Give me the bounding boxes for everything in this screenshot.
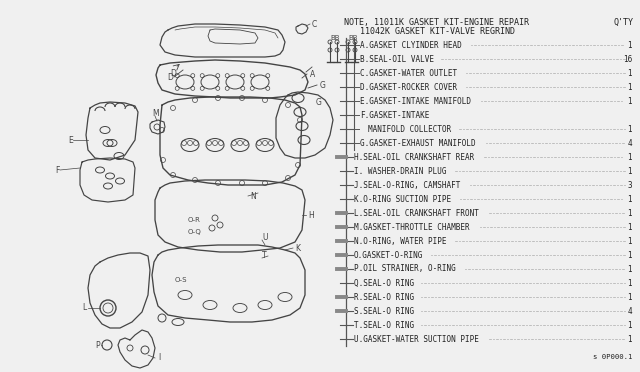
- Text: T: T: [262, 251, 267, 260]
- Text: 1: 1: [627, 237, 632, 246]
- Text: 1: 1: [627, 279, 632, 288]
- Text: 16: 16: [623, 55, 632, 64]
- Text: B.SEAL-OIL VALVE: B.SEAL-OIL VALVE: [360, 55, 434, 64]
- Text: A.GASKET CLYINDER HEAD: A.GASKET CLYINDER HEAD: [360, 41, 461, 49]
- Text: NOTE, 11011K GASKET KIT-ENGINE REPAIR: NOTE, 11011K GASKET KIT-ENGINE REPAIR: [344, 18, 529, 27]
- Text: P.OIL STRAINER, O-RING: P.OIL STRAINER, O-RING: [354, 264, 456, 273]
- Text: F.GASKET-INTAKE: F.GASKET-INTAKE: [360, 110, 429, 119]
- Text: U.GASKET-WATER SUCTION PIPE: U.GASKET-WATER SUCTION PIPE: [354, 334, 479, 343]
- Text: 1: 1: [627, 167, 632, 176]
- Text: 1: 1: [627, 83, 632, 92]
- Text: S.SEAL-O RING: S.SEAL-O RING: [354, 307, 414, 315]
- Text: 1: 1: [627, 264, 632, 273]
- Text: 4: 4: [627, 138, 632, 148]
- Text: L.SEAL-OIL CRANKSHAFT FRONT: L.SEAL-OIL CRANKSHAFT FRONT: [354, 208, 479, 218]
- Text: E.GASKET-INTAKE MANIFOLD: E.GASKET-INTAKE MANIFOLD: [360, 96, 471, 106]
- Text: 4: 4: [627, 307, 632, 315]
- Text: D: D: [167, 73, 173, 81]
- Text: O-S: O-S: [175, 277, 188, 283]
- Text: G.GASKET-EXHAUST MANIFOLD: G.GASKET-EXHAUST MANIFOLD: [360, 138, 476, 148]
- Text: BB: BB: [348, 35, 358, 41]
- Text: D: D: [170, 68, 176, 77]
- Text: 1: 1: [627, 41, 632, 49]
- Text: N: N: [250, 192, 256, 201]
- Text: L: L: [82, 304, 86, 312]
- Text: J.SEAL-O-RING, CAMSHAFT: J.SEAL-O-RING, CAMSHAFT: [354, 180, 460, 189]
- Text: Q'TY: Q'TY: [614, 18, 634, 27]
- Text: 1: 1: [627, 96, 632, 106]
- Text: 1: 1: [627, 195, 632, 203]
- Text: D.GASKET-ROCKER COVER: D.GASKET-ROCKER COVER: [360, 83, 457, 92]
- Text: 1: 1: [627, 250, 632, 260]
- Text: 1: 1: [627, 125, 632, 134]
- Text: K.O-RING SUCTION PIPE: K.O-RING SUCTION PIPE: [354, 195, 451, 203]
- Text: F: F: [55, 166, 60, 174]
- Text: C: C: [312, 19, 317, 29]
- Text: U: U: [262, 232, 268, 241]
- Text: s 0P000.1: s 0P000.1: [593, 354, 632, 360]
- Text: 1: 1: [627, 208, 632, 218]
- Text: 1: 1: [627, 153, 632, 161]
- Text: 3: 3: [627, 180, 632, 189]
- Text: O-Q: O-Q: [188, 229, 202, 235]
- Text: 1: 1: [627, 292, 632, 301]
- Text: MANIFOLD COLLECTOR: MANIFOLD COLLECTOR: [368, 125, 451, 134]
- Text: Q.SEAL-O RING: Q.SEAL-O RING: [354, 279, 414, 288]
- Text: 1: 1: [627, 321, 632, 330]
- Text: N.O-RING, WATER PIPE: N.O-RING, WATER PIPE: [354, 237, 447, 246]
- Text: M: M: [152, 109, 159, 118]
- Text: M.GASKET-THROTTLE CHAMBER: M.GASKET-THROTTLE CHAMBER: [354, 222, 470, 231]
- Text: C.GASKET-WATER OUTLET: C.GASKET-WATER OUTLET: [360, 68, 457, 77]
- Text: 11042K GASKET KIT-VALVE REGRIND: 11042K GASKET KIT-VALVE REGRIND: [360, 27, 515, 36]
- Text: K: K: [295, 244, 300, 253]
- Text: O-R: O-R: [188, 217, 201, 223]
- Text: G: G: [320, 80, 326, 90]
- Text: BB: BB: [330, 35, 340, 41]
- Text: 1: 1: [627, 68, 632, 77]
- Text: P: P: [95, 340, 100, 350]
- Text: 1: 1: [627, 334, 632, 343]
- Text: R.SEAL-O RING: R.SEAL-O RING: [354, 292, 414, 301]
- Text: O.GASKET-O-RING: O.GASKET-O-RING: [354, 250, 424, 260]
- Text: I. WASHER-DRAIN PLUG: I. WASHER-DRAIN PLUG: [354, 167, 447, 176]
- Text: G: G: [316, 97, 322, 106]
- Text: H.SEAL-OIL CRANKSHAFT REAR: H.SEAL-OIL CRANKSHAFT REAR: [354, 153, 474, 161]
- Text: H: H: [308, 211, 314, 219]
- Text: 1: 1: [627, 222, 632, 231]
- Text: A: A: [310, 70, 316, 78]
- Text: I: I: [158, 353, 160, 362]
- Text: E: E: [68, 135, 73, 144]
- Text: T.SEAL-O RING: T.SEAL-O RING: [354, 321, 414, 330]
